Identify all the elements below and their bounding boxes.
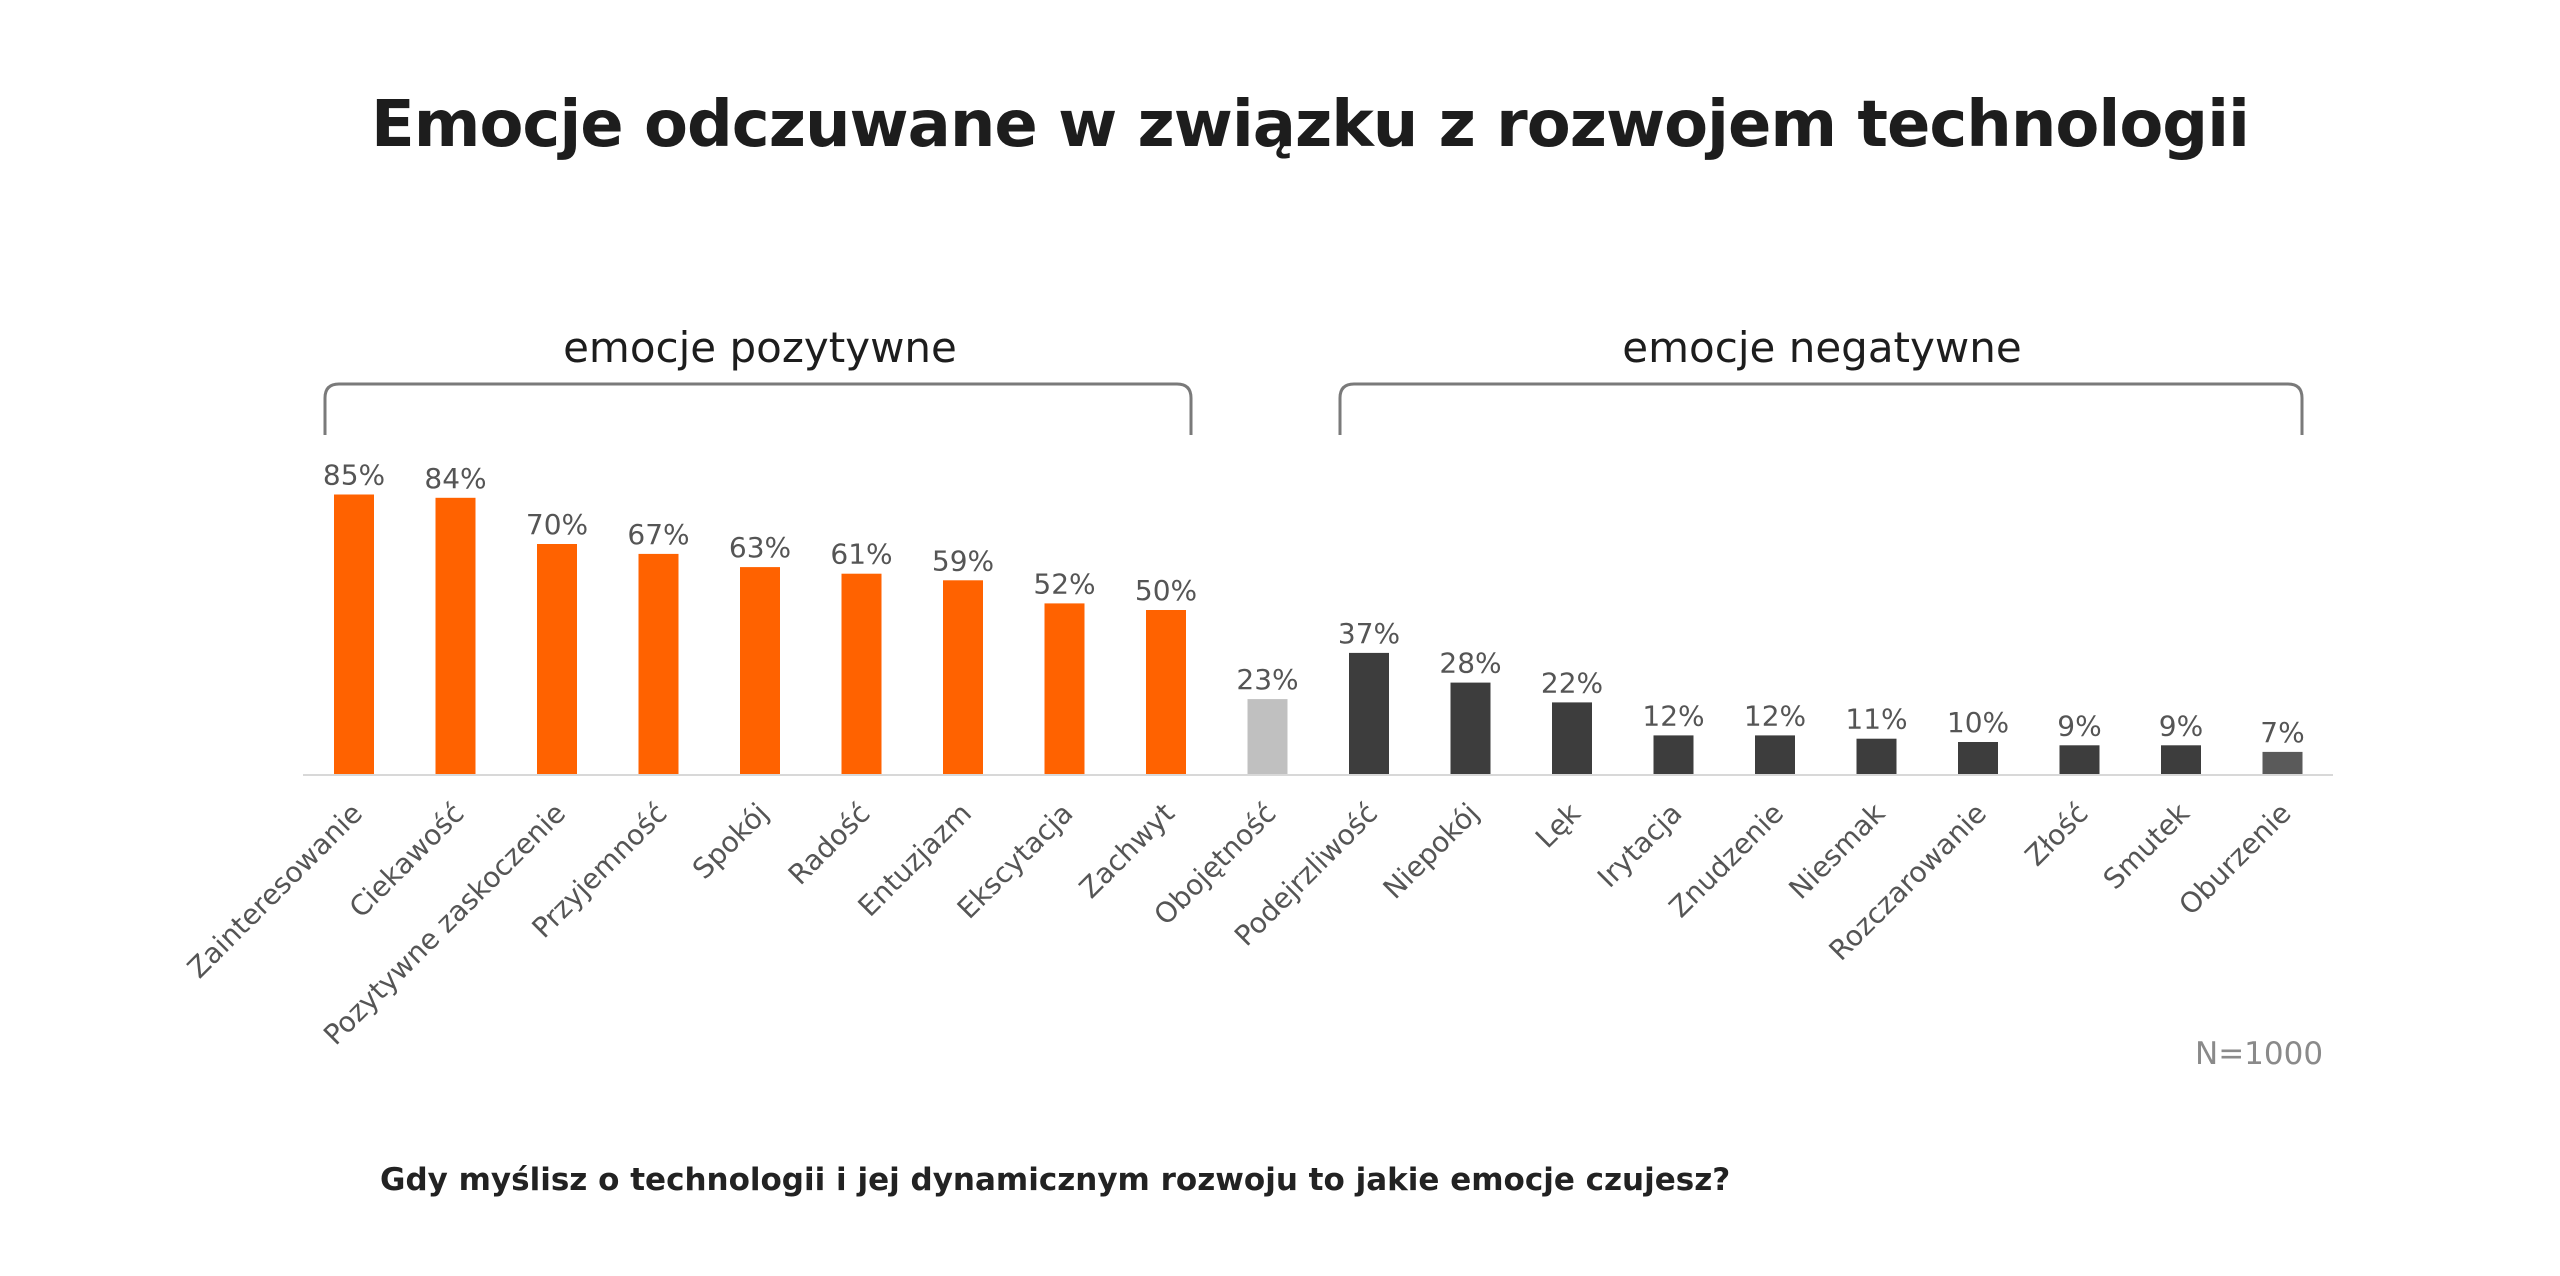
value-label-7: 59%	[932, 544, 994, 577]
value-label-1: 85%	[323, 459, 385, 492]
category-label-12: Niepokój	[1377, 797, 1486, 906]
bars-layer	[334, 494, 2303, 775]
bar-11	[1349, 652, 1389, 775]
bar-20	[2262, 751, 2303, 775]
bar-4	[638, 553, 679, 775]
value-label-11: 37%	[1338, 617, 1400, 650]
survey-question: Gdy myślisz o technologii i jej dynamicz…	[380, 1162, 1731, 1198]
category-label-1: Zainteresowanie	[181, 797, 369, 985]
bar-7	[943, 580, 983, 775]
group-brackets: emocje pozytywne emocje negatywne	[323, 323, 2304, 435]
bar-2	[435, 497, 476, 775]
bar-1	[334, 494, 374, 775]
bar-8	[1044, 603, 1085, 775]
value-label-16: 11%	[1845, 703, 1907, 736]
bar-17	[1958, 742, 1998, 775]
sample-size: N=1000	[2195, 1036, 2324, 1072]
category-label-5: Spokój	[686, 797, 775, 886]
bracket-negative	[1338, 382, 2304, 435]
bar-5	[740, 567, 780, 775]
value-label-2: 84%	[424, 462, 486, 495]
value-label-14: 12%	[1642, 699, 1704, 732]
value-label-20: 7%	[2260, 716, 2304, 749]
bar-6	[841, 573, 882, 775]
value-label-8: 52%	[1033, 567, 1095, 600]
bar-13	[1552, 702, 1592, 775]
value-label-10: 23%	[1236, 663, 1298, 696]
bar-3	[537, 544, 577, 775]
category-label-13: Lęk	[1529, 796, 1588, 855]
category-label-16: Niesmak	[1782, 796, 1892, 906]
value-label-12: 28%	[1439, 647, 1501, 680]
value-label-17: 10%	[1947, 706, 2009, 739]
bar-9	[1146, 610, 1186, 775]
category-label-6: Radość	[782, 797, 877, 892]
category-label-18: Złość	[2019, 797, 2095, 873]
bar-12	[1450, 682, 1491, 775]
value-label-15: 12%	[1744, 699, 1806, 732]
category-label-14: Irytacja	[1591, 797, 1688, 894]
bar-14	[1653, 735, 1694, 775]
bracket-positive	[323, 382, 1193, 435]
value-label-3: 70%	[526, 508, 588, 541]
bar-19	[2161, 745, 2201, 775]
value-label-6: 61%	[830, 538, 892, 571]
value-label-13: 22%	[1541, 666, 1603, 699]
bar-18	[2059, 745, 2100, 775]
value-label-19: 9%	[2159, 709, 2203, 742]
chart-title: Emocje odczuwane w związku z rozwojem te…	[371, 88, 2250, 162]
bar-16	[1856, 738, 1897, 775]
value-label-18: 9%	[2057, 709, 2101, 742]
value-labels-layer: 85% 84% 70% 67% 63% 61% 59% 52% 50% 23% 37% 28% 22% 1…	[323, 459, 2305, 749]
value-label-9: 50%	[1135, 574, 1197, 607]
group-label-positive: emocje pozytywne	[563, 323, 957, 372]
value-label-4: 67%	[627, 518, 689, 551]
bar-10	[1247, 699, 1288, 775]
value-label-5: 63%	[729, 531, 791, 564]
group-label-negative: emocje negatywne	[1622, 323, 2021, 372]
bar-15	[1755, 735, 1795, 775]
category-label-19: Smutek	[2097, 796, 2197, 896]
category-label-9: Zachwyt	[1073, 797, 1181, 905]
